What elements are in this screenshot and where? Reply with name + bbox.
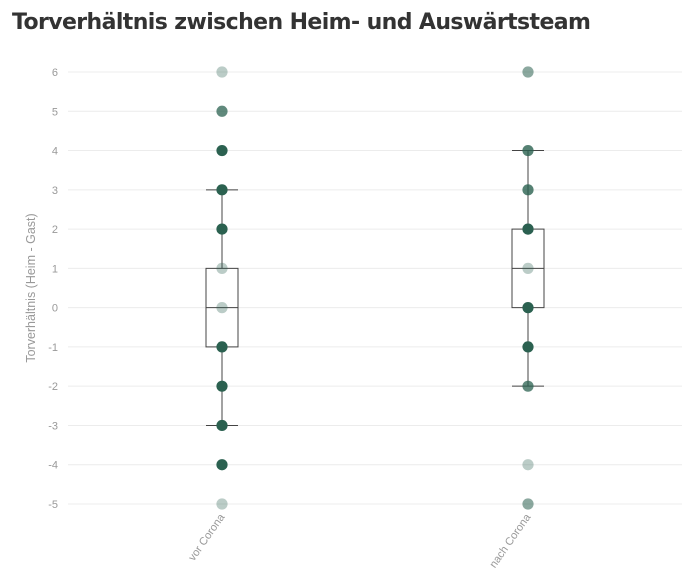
y-tick-label: 5 xyxy=(52,106,58,118)
data-point xyxy=(522,184,534,196)
point-layer xyxy=(216,66,534,510)
y-tick-label: -4 xyxy=(48,460,58,472)
data-point xyxy=(522,302,534,314)
data-point xyxy=(522,498,534,510)
data-point xyxy=(216,66,228,78)
x-category-label: nach Corona xyxy=(487,511,533,570)
y-axis-label: Torverhältnis (Heim - Gast) xyxy=(24,213,38,362)
x-axis-ticks: vor Corona nach Corona xyxy=(186,511,534,570)
data-point xyxy=(522,223,534,235)
data-point xyxy=(216,144,228,157)
data-point xyxy=(522,380,534,392)
data-point xyxy=(216,184,228,196)
data-point xyxy=(522,223,534,235)
y-axis-ticks: 6 5 4 3 2 1 0 -1 -2 -3 -4 -5 xyxy=(48,67,58,511)
chart-title: Torverhältnis zwischen Heim- und Auswärt… xyxy=(12,10,591,35)
y-tick-label: -2 xyxy=(48,381,58,393)
data-point xyxy=(216,380,228,392)
y-tick-label: 0 xyxy=(52,303,58,315)
data-point xyxy=(216,223,228,235)
y-tick-label: -1 xyxy=(48,342,58,354)
y-tick-label: 2 xyxy=(52,224,58,236)
y-tick-label: -5 xyxy=(48,499,58,511)
data-point xyxy=(216,302,228,314)
data-point xyxy=(522,144,534,157)
y-tick-label: 3 xyxy=(52,185,58,197)
data-point xyxy=(522,262,534,274)
gridlines xyxy=(68,71,682,505)
data-point xyxy=(216,105,228,117)
data-point xyxy=(216,262,228,274)
data-point xyxy=(522,459,534,471)
data-point xyxy=(216,498,228,510)
y-tick-label: 4 xyxy=(52,146,58,158)
data-point xyxy=(216,459,228,471)
box-layer xyxy=(205,150,545,426)
y-tick-label: -3 xyxy=(48,420,58,432)
y-tick-label: 6 xyxy=(52,67,58,79)
data-point xyxy=(216,341,228,353)
data-point xyxy=(216,419,228,432)
data-point xyxy=(522,341,534,353)
y-tick-label: 1 xyxy=(52,263,58,275)
x-category-label: vor Corona xyxy=(186,511,228,563)
data-point xyxy=(522,66,534,78)
